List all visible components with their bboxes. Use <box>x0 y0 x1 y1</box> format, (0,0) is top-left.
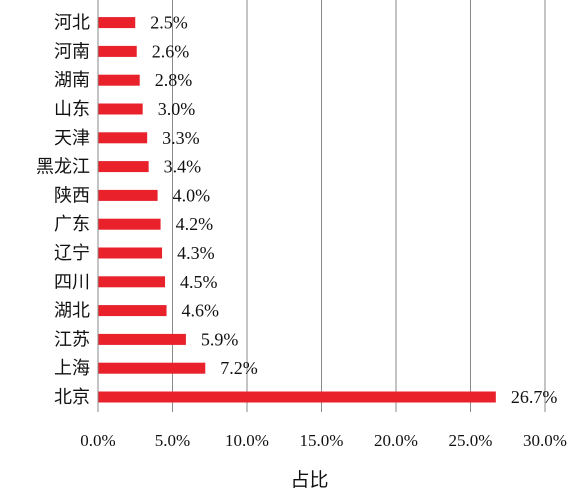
category-label: 河北 <box>54 13 90 34</box>
bar <box>98 132 148 144</box>
category-label: 上海 <box>54 358 90 379</box>
value-label: 3.0% <box>158 99 196 119</box>
x-tick-label: 30.0% <box>523 431 567 450</box>
bar <box>98 161 149 173</box>
category-label: 河南 <box>54 41 90 62</box>
bar <box>98 45 137 57</box>
x-tick-label: 25.0% <box>449 431 493 450</box>
bar <box>98 247 163 259</box>
category-label: 黑龙江 <box>36 157 90 178</box>
category-label: 山东 <box>54 99 90 120</box>
value-label: 3.4% <box>164 157 202 177</box>
value-label: 2.5% <box>150 13 188 33</box>
bar <box>98 391 496 403</box>
category-label: 北京 <box>54 387 90 408</box>
x-tick-labels: 0.0% 5.0% 10.0% 15.0% 20.0% 25.0% 30.0% <box>80 431 567 450</box>
category-labels: 北京 上海 江苏 湖北 四川 辽宁 广东 陕西 黑龙江 天津 山东 湖南 河南 河北 <box>36 13 90 408</box>
bar <box>98 103 143 115</box>
value-label: 4.3% <box>177 243 215 263</box>
value-label: 5.9% <box>201 329 239 349</box>
x-axis-title: 占比 <box>290 469 328 491</box>
x-tick-label: 15.0% <box>300 431 344 450</box>
bar <box>98 305 167 317</box>
category-label: 四川 <box>54 272 90 293</box>
value-label: 3.3% <box>162 128 200 148</box>
value-label: 4.6% <box>182 301 220 321</box>
value-label: 4.2% <box>176 214 214 234</box>
value-label: 4.0% <box>173 185 211 205</box>
category-label: 辽宁 <box>54 243 90 264</box>
value-label: 26.7% <box>511 387 557 407</box>
category-label: 湖南 <box>54 70 90 91</box>
bar <box>98 17 136 29</box>
category-label: 天津 <box>54 128 90 149</box>
bar <box>98 74 140 86</box>
bar <box>98 218 161 230</box>
x-tick-label: 0.0% <box>80 431 115 450</box>
value-label: 4.5% <box>180 272 218 292</box>
value-labels: 26.7% 7.2% 5.9% 4.6% 4.5% 4.3% 4.2% 4.0% 3.4% 3.3… <box>150 13 557 407</box>
category-label: 湖北 <box>54 301 90 322</box>
category-label: 陕西 <box>54 185 90 206</box>
bar <box>98 276 166 288</box>
bars <box>98 17 496 403</box>
bar <box>98 189 158 201</box>
x-tick-label: 20.0% <box>374 431 418 450</box>
x-tick-label: 5.0% <box>155 431 190 450</box>
bar <box>98 333 186 345</box>
bar <box>98 362 206 374</box>
category-label: 广东 <box>54 214 90 235</box>
gridlines <box>172 0 546 412</box>
value-label: 2.8% <box>155 70 193 90</box>
category-label: 江苏 <box>54 329 90 350</box>
x-tick-label: 10.0% <box>225 431 269 450</box>
value-label: 7.2% <box>220 358 258 378</box>
value-label: 2.6% <box>152 41 190 61</box>
